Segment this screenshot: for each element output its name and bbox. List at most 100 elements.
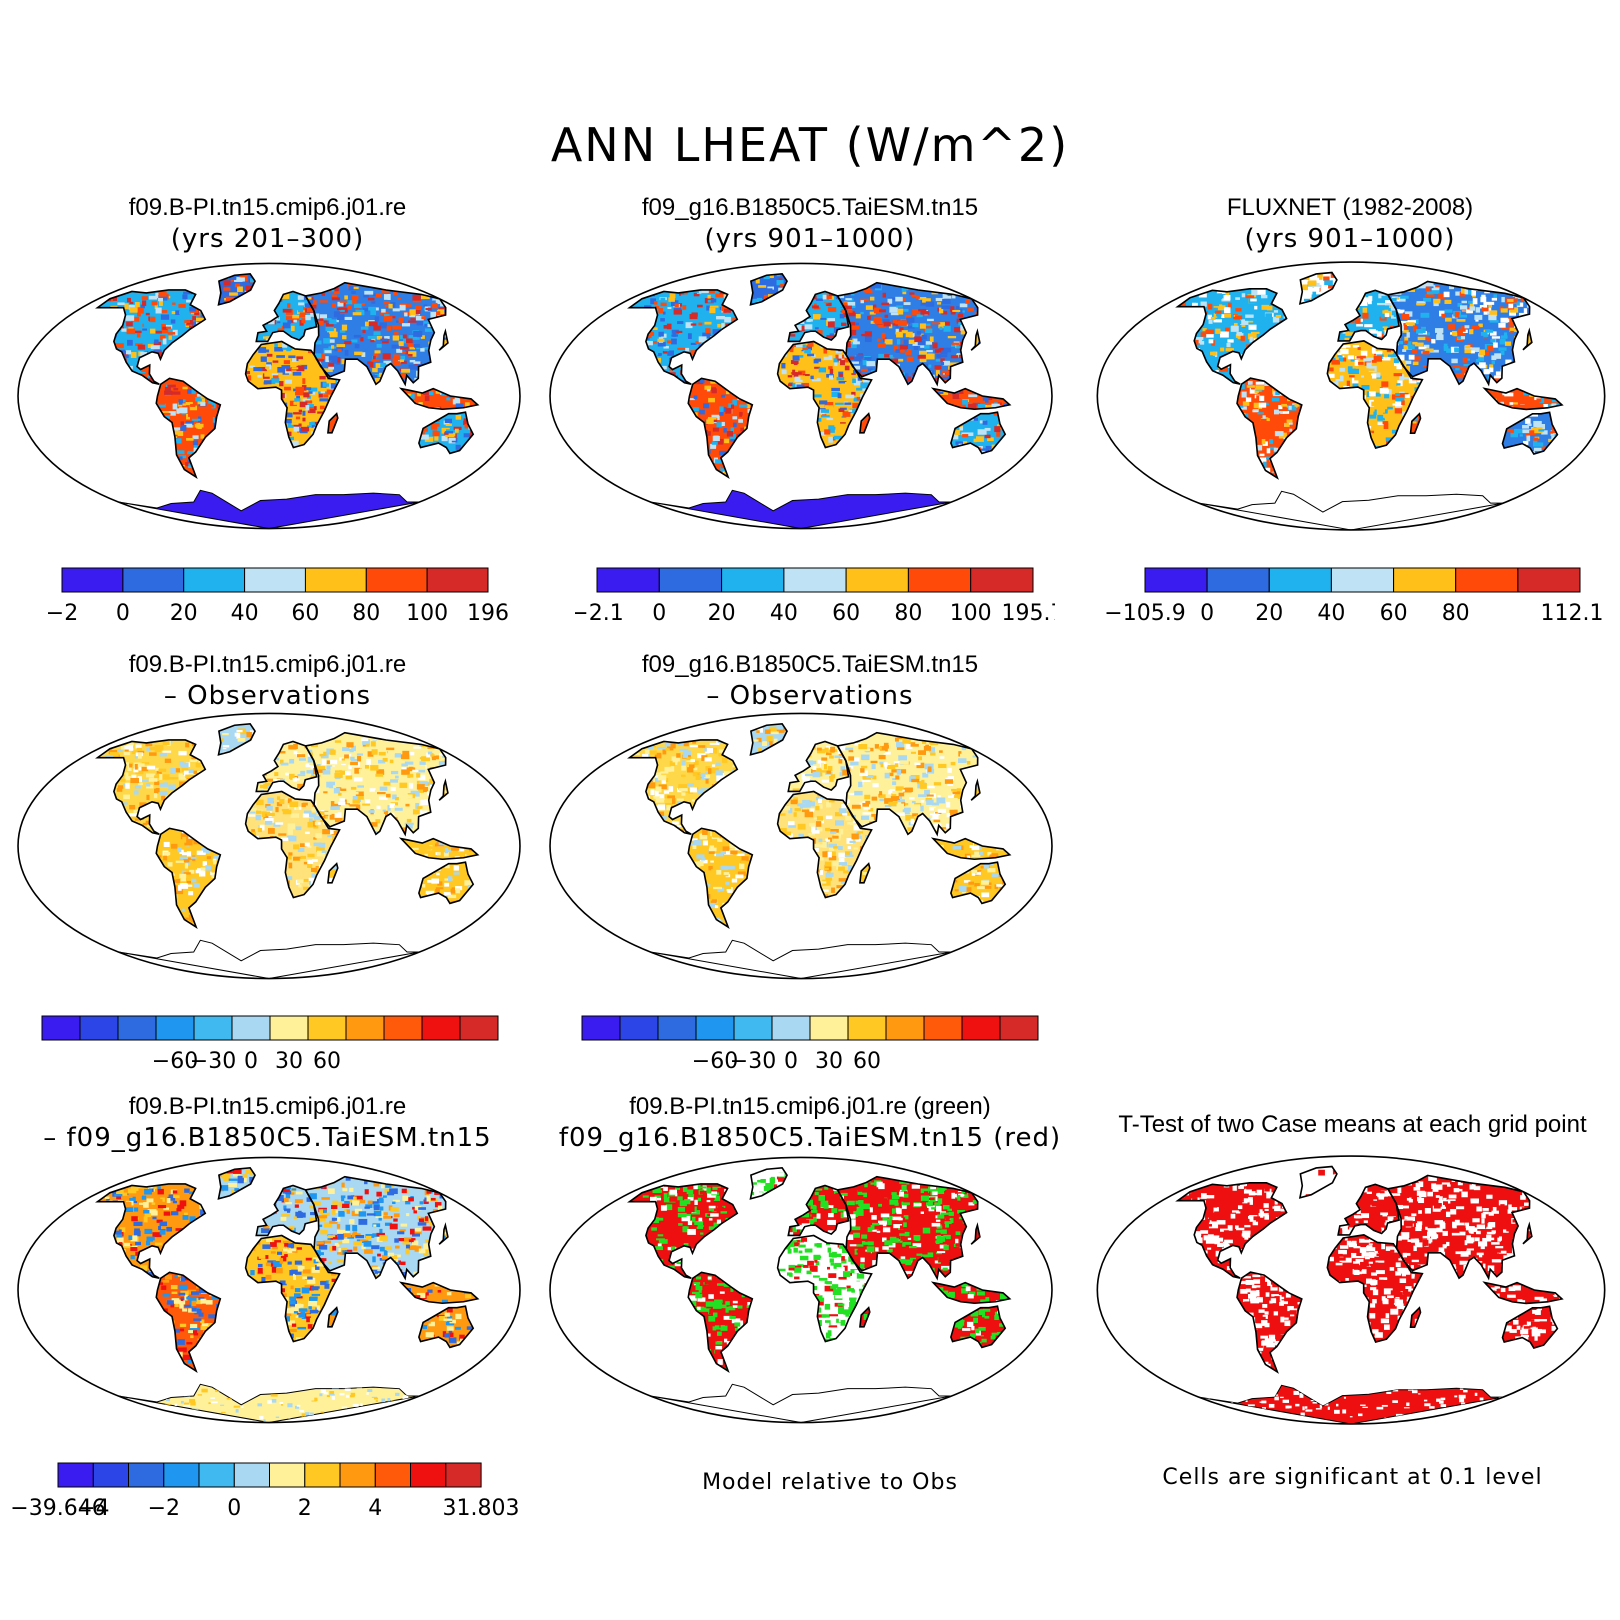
- south-america-coastline: [687, 377, 754, 479]
- colorbar-tick-label: 60: [1380, 601, 1408, 626]
- antarctica-region: [118, 939, 420, 979]
- africa-coastline: [244, 340, 341, 449]
- japan-coastline: [970, 328, 981, 351]
- panel-title-1-line-1: f09.B-PI.tn15.cmip6.j01.re: [128, 194, 407, 221]
- colorbar-tick-label: 80: [1442, 601, 1470, 626]
- colorbar-5: −60−30 0 30 60: [581, 1015, 1039, 1074]
- map-panel-4: [17, 712, 521, 980]
- madagascar-coastline: [1409, 412, 1422, 435]
- colorbar-swatch: [269, 1462, 306, 1488]
- panel-title-7-line-2: f09_g16.B1850C5.TaiESM.tn15 (red): [558, 1123, 1062, 1153]
- colorbar-tick-label: −60: [152, 1049, 198, 1074]
- colorbar-swatch: [445, 1462, 482, 1488]
- greenland-coastline: [1298, 271, 1338, 305]
- madagascar-region: [1410, 1307, 1421, 1328]
- north-america-coastline: [627, 739, 739, 836]
- greenland-coastline: [1298, 1165, 1338, 1199]
- madagascar-coastline: [327, 1306, 339, 1328]
- north-america-coastline: [95, 739, 207, 836]
- africa-coastline: [776, 340, 873, 449]
- colorbar-6: −39.646−4 −2 0 2 4 31.803: [10, 1462, 519, 1521]
- south-america-coastline: [1236, 377, 1303, 480]
- colorbar-tick-label: 30: [275, 1049, 303, 1074]
- colorbar-tick-label: 196: [467, 601, 509, 626]
- madagascar-coastline: [327, 412, 339, 434]
- north-america-region: [629, 289, 738, 385]
- indonesia-coastline: [930, 1281, 1012, 1305]
- colorbar-swatch: [198, 1462, 235, 1488]
- colorbar-tick-label: 40: [770, 601, 798, 626]
- panel-title-5-line-1: f09_g16.B1850C5.TaiESM.tn15: [641, 651, 979, 678]
- south-america-region: [156, 1272, 221, 1372]
- colorbar-tick-label: 100: [406, 601, 448, 626]
- greenland-coastline: [217, 272, 256, 306]
- colorbar-3: −105.9 0 20 40 60 80 112.1: [1105, 567, 1604, 626]
- colorbar-swatch: [961, 1015, 1001, 1041]
- map-boundary: [549, 262, 1053, 530]
- panel-title-3-line-2: (yrs 901–1000): [1244, 224, 1456, 254]
- antarctica-region: [1198, 490, 1504, 530]
- colorbar-swatch: [155, 1015, 195, 1041]
- japan-coastline: [1522, 327, 1533, 351]
- colorbar-swatch: [657, 1015, 697, 1041]
- madagascar-coastline: [859, 412, 871, 434]
- panel-title-1: f09.B-PI.tn15.cmip6.j01.re (yrs 201–300): [15, 193, 520, 255]
- colorbar-swatch: [244, 567, 307, 593]
- colorbar-swatch: [231, 1015, 271, 1041]
- colorbar-tick-label: 0: [784, 1049, 798, 1074]
- north-america-coastline: [95, 1183, 207, 1280]
- japan-coastline: [970, 1222, 981, 1245]
- antarctica-region: [650, 1383, 952, 1423]
- indonesia-coastline: [930, 837, 1012, 861]
- antarctica-region: [650, 939, 952, 979]
- south-america-coastline: [155, 1271, 222, 1373]
- colorbar-tick-label: 0: [1200, 601, 1214, 626]
- australia-coastline: [418, 861, 475, 905]
- colorbar-tick-label: −60: [692, 1049, 738, 1074]
- map-boundary: [17, 262, 521, 530]
- colorbar-swatch: [79, 1015, 119, 1041]
- colorbar-tick-label: 40: [231, 601, 259, 626]
- colorbar-tick-label: 112.1: [1541, 601, 1604, 626]
- panel-title-7: f09.B-PI.tn15.cmip6.j01.re (green) f09_g…: [540, 1092, 1080, 1154]
- panel-title-8: T-Test of two Case means at each grid po…: [1085, 1110, 1620, 1140]
- colorbar-swatch: [1144, 567, 1208, 593]
- colorbar-swatch: [721, 567, 785, 593]
- north-america-coastline: [1175, 1182, 1288, 1279]
- australia-coastline: [1501, 1305, 1559, 1349]
- colorbar-swatch: [695, 1015, 735, 1041]
- colorbar-swatch: [581, 1015, 621, 1041]
- australia-coastline: [950, 1305, 1007, 1349]
- colorbar-swatch: [1517, 567, 1581, 593]
- map-boundary: [549, 712, 1053, 980]
- colorbar-tick-label: 0: [244, 1049, 258, 1074]
- colorbar-tick-label: 80: [894, 601, 922, 626]
- indonesia-coastline: [930, 387, 1012, 411]
- colorbar-swatch: [233, 1462, 271, 1488]
- map-panel-7: [549, 1156, 1053, 1424]
- colorbar-swatch: [163, 1462, 200, 1488]
- colorbar-tick-label: 2: [298, 1496, 312, 1521]
- indonesia-coastline: [1482, 387, 1564, 411]
- colorbar-tick-label: −2: [46, 601, 78, 626]
- colorbar-tick-label: −30: [730, 1049, 776, 1074]
- australia-coastline: [418, 1305, 475, 1349]
- colorbar-tick-label: 60: [853, 1049, 881, 1074]
- map-boundary: [17, 712, 521, 980]
- north-america-coastline: [627, 289, 739, 386]
- colorbar-tick-label: 80: [352, 601, 380, 626]
- colorbar-swatch: [1393, 567, 1457, 593]
- madagascar-coastline: [859, 1306, 871, 1328]
- north-america-region: [1177, 288, 1287, 385]
- panel-title-3: FLUXNET (1982-2008) (yrs 901–1000): [1085, 193, 1615, 255]
- colorbar-swatch: [374, 1462, 412, 1488]
- note-significance: Cells are significant at 0.1 level: [1162, 1465, 1543, 1490]
- colorbar-tick-label: 4: [368, 1496, 382, 1521]
- colorbar-tick-label: 0: [116, 601, 130, 626]
- colorbar-tick-label: 195.7: [1002, 601, 1055, 626]
- japan-coastline: [1522, 1221, 1533, 1245]
- colorbar-1: −2 0 20 40 60 80 100 196: [46, 567, 509, 626]
- colorbar-swatch: [1455, 567, 1519, 593]
- colorbar-swatch: [596, 567, 660, 593]
- colorbar-swatch: [1206, 567, 1270, 593]
